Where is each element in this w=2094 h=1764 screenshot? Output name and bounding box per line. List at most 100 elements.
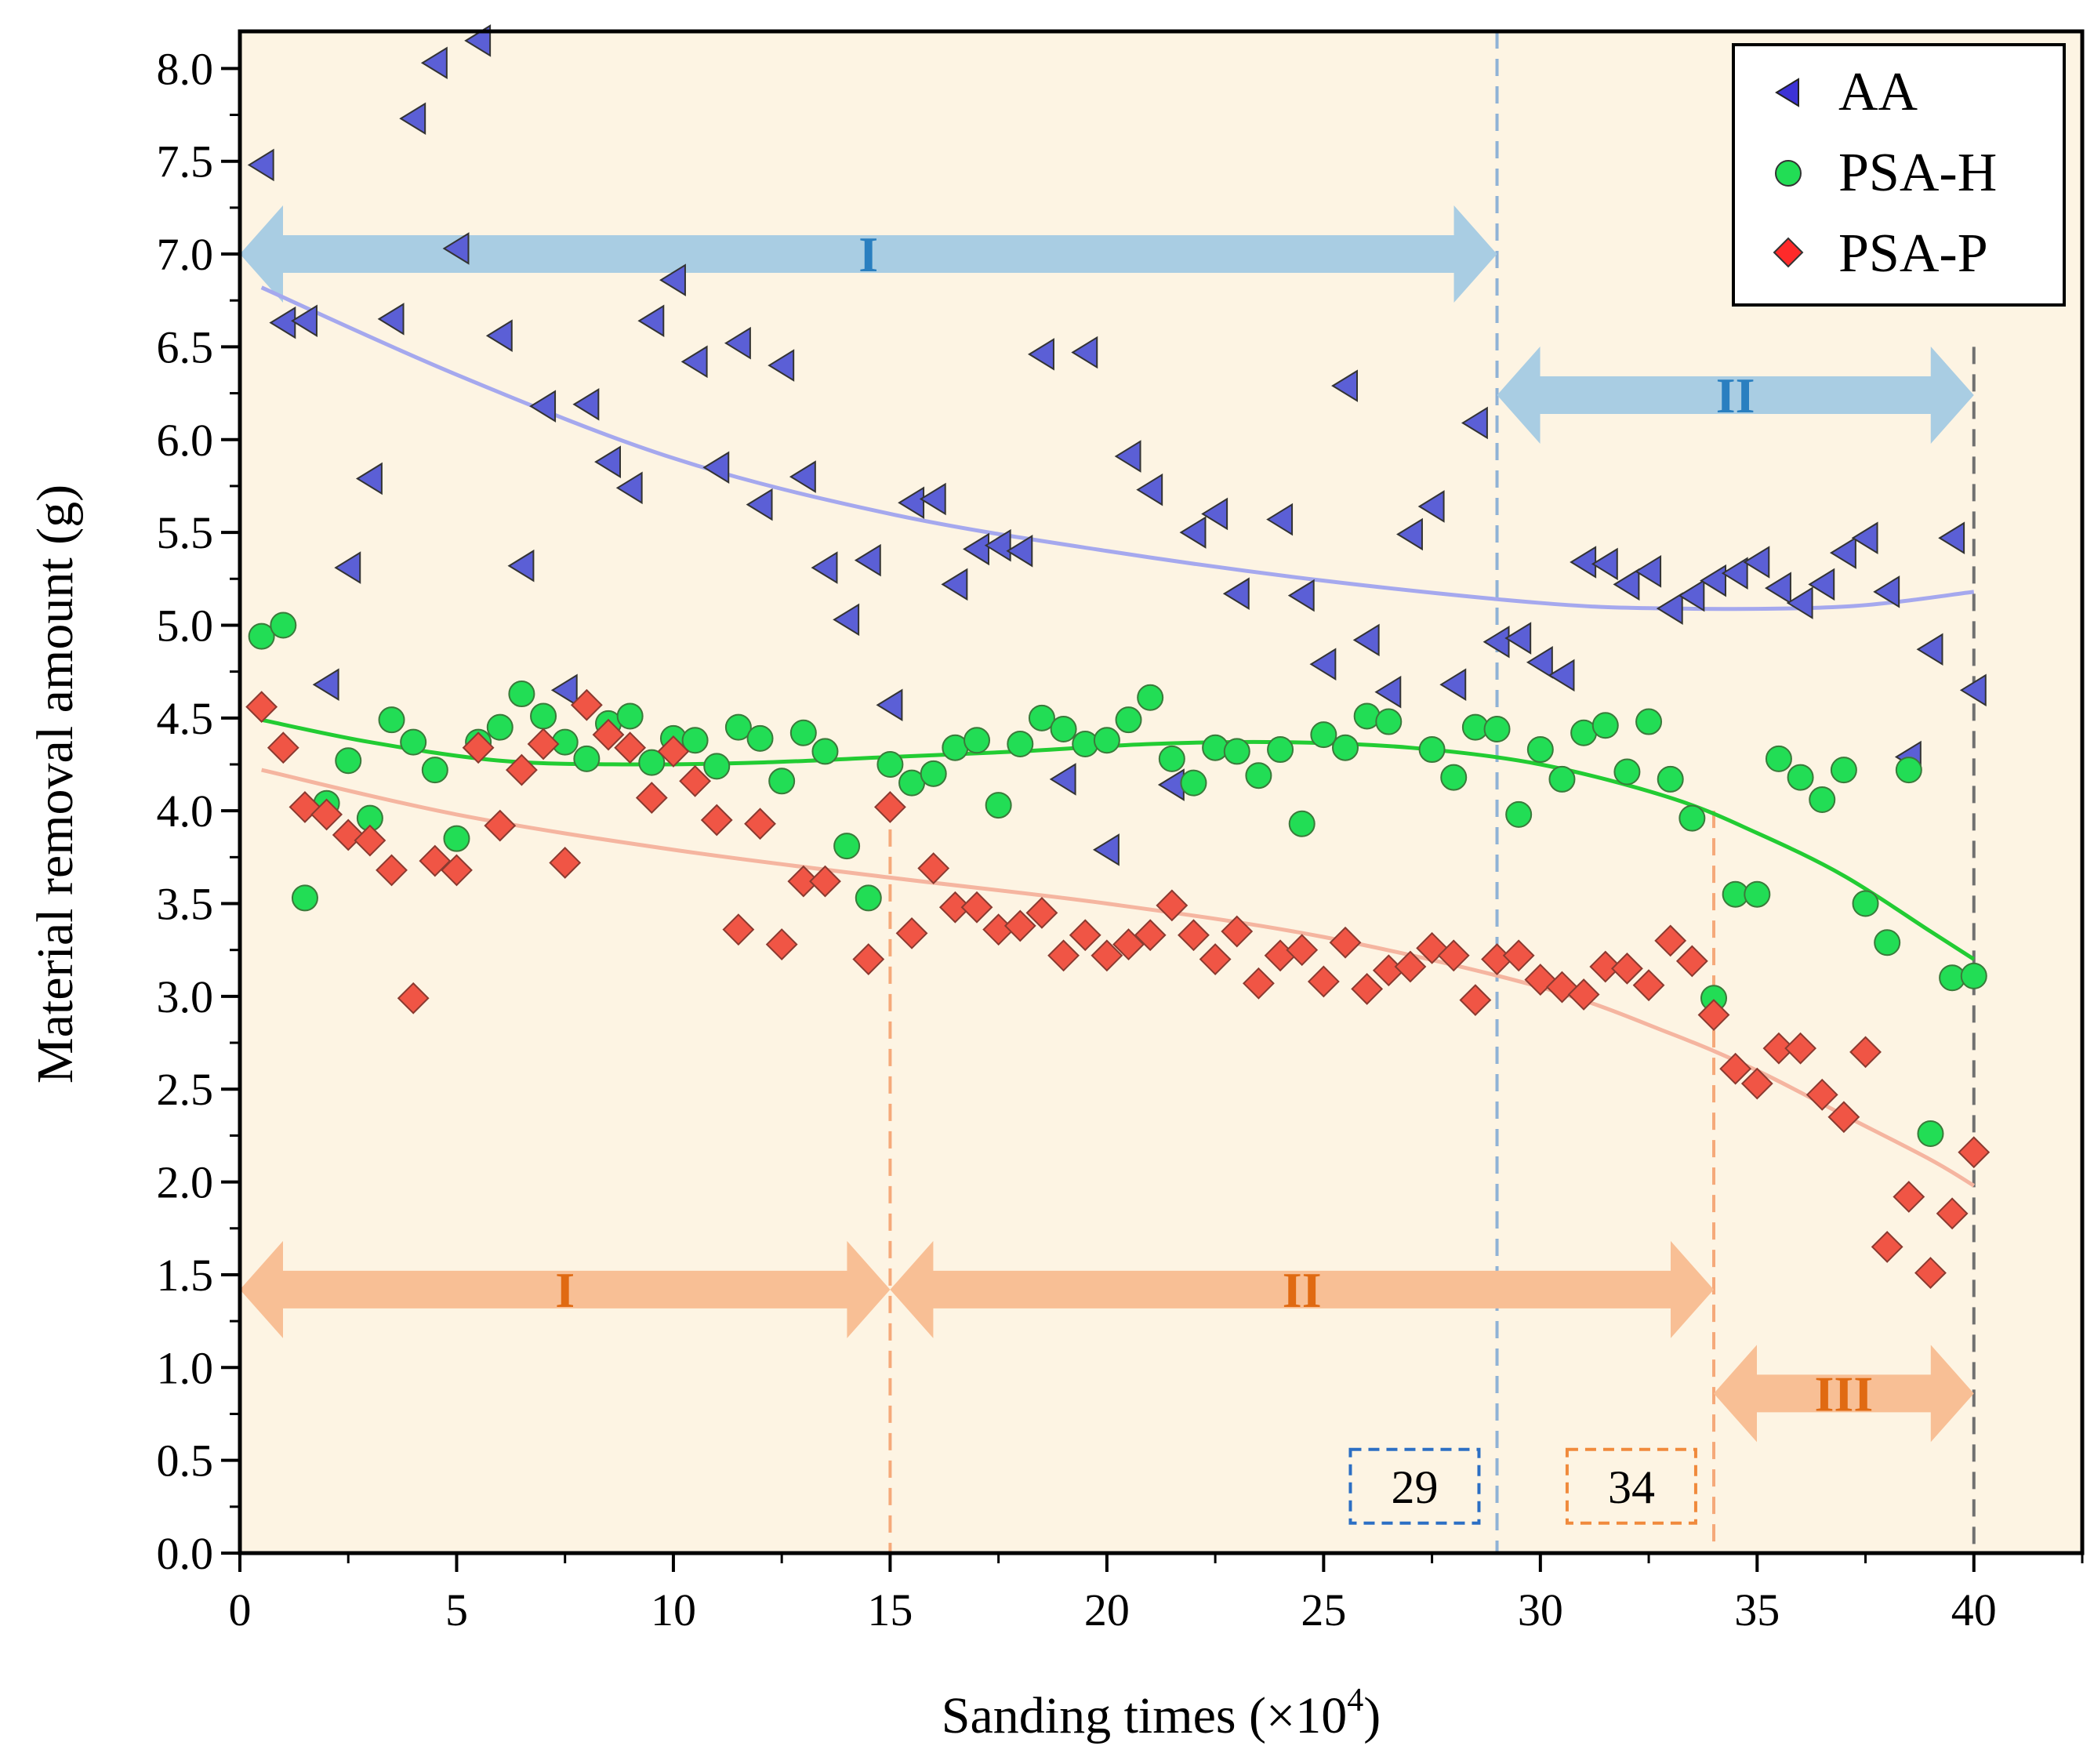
point-aa-61 bbox=[1591, 547, 1618, 581]
point-psa-h-61 bbox=[1591, 712, 1619, 739]
point-aa-8 bbox=[420, 46, 448, 80]
point-psa-p-30 bbox=[917, 852, 950, 884]
point-aa-9 bbox=[442, 232, 470, 265]
point-psa-h-2 bbox=[291, 884, 318, 912]
point-psa-h-26 bbox=[811, 738, 839, 765]
point-psa-p-62 bbox=[1610, 952, 1643, 985]
point-psa-h-45 bbox=[1223, 738, 1250, 765]
legend-marker-psa-p bbox=[1773, 237, 1804, 268]
point-aa-50 bbox=[1352, 623, 1380, 657]
point-psa-h-62 bbox=[1613, 758, 1641, 786]
point-psa-p-42 bbox=[1178, 919, 1210, 952]
point-psa-p-65 bbox=[1675, 945, 1708, 978]
point-aa-78 bbox=[1959, 673, 1987, 707]
legend-marker-psa-h bbox=[1775, 160, 1802, 187]
point-psa-h-9 bbox=[443, 825, 470, 852]
point-psa-h-73 bbox=[1852, 890, 1879, 917]
point-psa-h-6 bbox=[378, 706, 405, 734]
point-aa-44 bbox=[1201, 497, 1228, 531]
point-aa-54 bbox=[1439, 668, 1467, 701]
point-psa-h-41 bbox=[1137, 684, 1164, 711]
point-psa-h-57 bbox=[1505, 800, 1533, 828]
point-psa-p-74 bbox=[1871, 1231, 1903, 1263]
point-aa-71 bbox=[1808, 568, 1835, 601]
point-psa-p-26 bbox=[809, 865, 841, 898]
point-psa-h-25 bbox=[789, 719, 817, 746]
point-psa-p-29 bbox=[895, 916, 928, 949]
fit-curve-psa-h bbox=[261, 717, 1976, 961]
point-aa-34 bbox=[984, 528, 1011, 562]
point-psa-p-47 bbox=[1286, 934, 1319, 967]
point-aa-6 bbox=[377, 303, 405, 336]
point-psa-h-15 bbox=[573, 745, 601, 772]
plot-frame bbox=[238, 29, 2085, 1555]
point-aa-15 bbox=[572, 387, 600, 421]
x-tick-label-6: 30 bbox=[1518, 1584, 1563, 1635]
point-aa-21 bbox=[702, 451, 730, 485]
point-aa-5 bbox=[355, 462, 383, 495]
y-tick-label-3: 1.5 bbox=[157, 1250, 214, 1301]
point-aa-57 bbox=[1504, 622, 1532, 655]
y-tick-label-5: 2.5 bbox=[157, 1064, 214, 1115]
point-psa-p-64 bbox=[1654, 924, 1687, 957]
x-tick-label-2: 10 bbox=[651, 1584, 696, 1635]
point-aa-17 bbox=[615, 471, 643, 505]
point-psa-h-52 bbox=[1375, 708, 1403, 735]
point-psa-p-5 bbox=[354, 824, 387, 857]
point-psa-p-7 bbox=[397, 982, 430, 1014]
point-psa-p-52 bbox=[1394, 950, 1427, 983]
point-aa-24 bbox=[768, 349, 795, 382]
point-psa-p-15 bbox=[570, 688, 603, 721]
point-aa-53 bbox=[1417, 490, 1445, 523]
point-psa-p-48 bbox=[1307, 965, 1340, 998]
point-psa-h-39 bbox=[1093, 727, 1120, 754]
point-psa-p-10 bbox=[462, 731, 495, 764]
point-aa-43 bbox=[1179, 516, 1207, 549]
point-psa-h-75 bbox=[1895, 757, 1922, 784]
point-psa-p-13 bbox=[527, 728, 560, 760]
y-tick-label-16: 8.0 bbox=[157, 43, 214, 94]
stage-arrow-3 bbox=[890, 1240, 1714, 1338]
y-tick-label-4: 2.0 bbox=[157, 1157, 214, 1208]
point-psa-p-6 bbox=[376, 854, 408, 887]
point-psa-h-8 bbox=[421, 757, 448, 784]
axes: 0 5 10 15 20 25 30 35 40 0.0 0.5 1.0 1.5 2.0 2.5 3.0 3.5… bbox=[157, 43, 2084, 1635]
y-tick-label-10: 5.0 bbox=[157, 600, 214, 651]
point-aa-77 bbox=[1938, 521, 1965, 554]
point-psa-p-17 bbox=[614, 731, 647, 764]
y-tick-label-13: 6.5 bbox=[157, 321, 214, 372]
y-tick-label-12: 6.0 bbox=[157, 415, 214, 466]
point-psa-p-21 bbox=[700, 804, 733, 837]
point-psa-h-68 bbox=[1744, 880, 1771, 908]
point-psa-p-24 bbox=[765, 928, 798, 961]
point-psa-p-76 bbox=[1914, 1257, 1947, 1289]
point-psa-p-43 bbox=[1199, 943, 1232, 975]
point-aa-32 bbox=[941, 568, 968, 601]
point-psa-p-70 bbox=[1784, 1032, 1817, 1065]
point-aa-14 bbox=[550, 673, 578, 707]
point-psa-p-63 bbox=[1632, 969, 1665, 1002]
point-aa-49 bbox=[1331, 369, 1358, 402]
point-aa-41 bbox=[1136, 473, 1163, 506]
point-aa-46 bbox=[1266, 503, 1294, 536]
stage-label-4: III bbox=[1815, 1366, 1874, 1421]
point-psa-p-3 bbox=[310, 798, 343, 831]
x-tick-label-3: 15 bbox=[867, 1584, 913, 1635]
point-aa-27 bbox=[833, 603, 860, 637]
stage-label-2: I bbox=[555, 1262, 575, 1318]
point-psa-h-38 bbox=[1072, 730, 1099, 757]
y-tick-label-6: 3.0 bbox=[157, 971, 214, 1022]
point-psa-h-33 bbox=[964, 727, 990, 754]
point-psa-h-47 bbox=[1267, 736, 1294, 764]
stage-label-1: II bbox=[1716, 368, 1755, 423]
point-psa-p-39 bbox=[1112, 928, 1145, 961]
point-aa-72 bbox=[1829, 536, 1856, 569]
point-psa-h-76 bbox=[1917, 1120, 1944, 1148]
stage-arrow-4 bbox=[1714, 1345, 1974, 1443]
x-axis-title: Sanding times (×104) bbox=[942, 1682, 1381, 1744]
point-psa-h-78 bbox=[1960, 962, 1987, 989]
point-aa-25 bbox=[789, 460, 816, 493]
point-aa-29 bbox=[876, 688, 903, 722]
point-psa-p-72 bbox=[1827, 1101, 1860, 1134]
